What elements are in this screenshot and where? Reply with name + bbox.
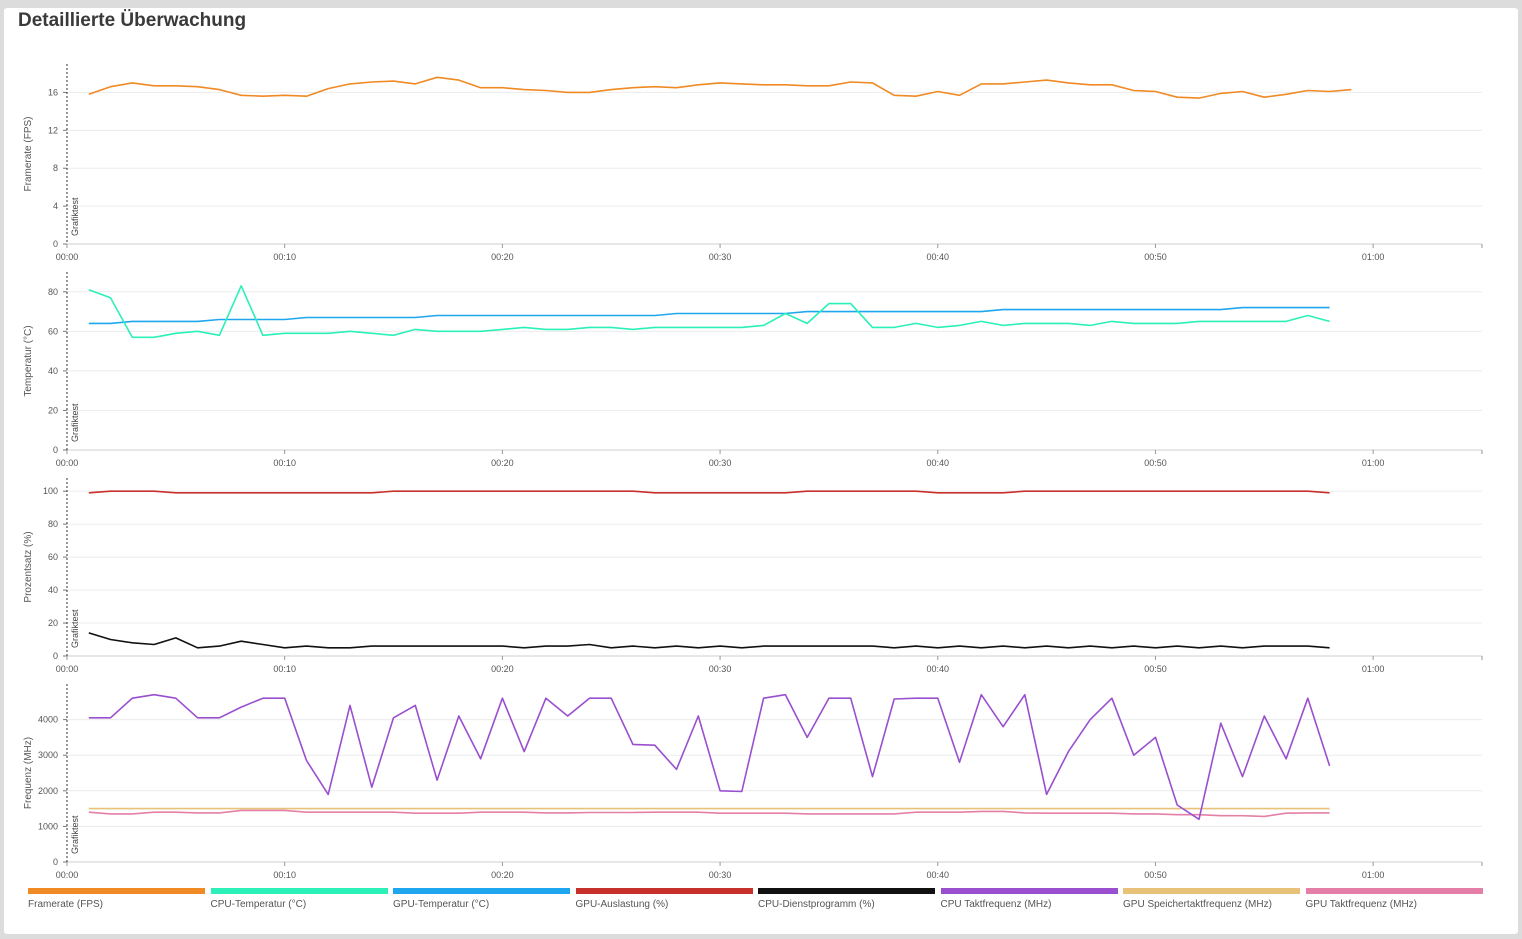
legend-label: CPU Taktfrequenz (MHz) [940, 899, 1052, 910]
x-tick-label: 00:20 [491, 870, 514, 880]
y-tick-label: 4000 [38, 715, 58, 725]
chart-3: 0 20 40 60 80 100 00:00 00:10 00:20 00:30 00:40 00:… [23, 478, 1483, 674]
y-tick-label: 20 [48, 405, 58, 415]
legend-item[interactable]: GPU-Auslastung (%) [575, 888, 753, 910]
x-tick-label: 01:00 [1362, 664, 1385, 674]
x-tick-label: 00:20 [491, 458, 514, 468]
chart-2: 0 20 40 60 80 00:00 00:10 00:20 00:30 00:40 00:50 0… [23, 272, 1483, 468]
series-gpu-auslastung [88, 490, 1330, 494]
x-tick-label: 00:50 [1144, 252, 1167, 262]
x-tick-label: 00:30 [709, 458, 732, 468]
series-cpu-dienstprogramm [88, 632, 1330, 649]
y-tick-label: 80 [48, 519, 58, 529]
y-tick-label: 4 [53, 201, 58, 211]
series-gpu-temperatur-c [88, 306, 1330, 325]
legend-label: GPU Taktfrequenz (MHz) [1305, 899, 1418, 910]
legend-label: CPU-Temperatur (°C) [210, 899, 307, 910]
series-gpu-taktfrequenz-mhz [88, 809, 1330, 818]
y-tick-label: 40 [48, 366, 58, 376]
x-tick-label: 00:50 [1144, 458, 1167, 468]
legend-item[interactable]: Framerate (FPS) [28, 888, 205, 910]
y-tick-label: 80 [48, 287, 58, 297]
series-cpu-taktfrequenz-mhz [88, 693, 1331, 821]
legend-swatch [758, 888, 935, 894]
x-tick-label: 00:40 [927, 252, 950, 262]
y-tick-label: 16 [48, 87, 58, 97]
test-marker-label: Grafiktest [70, 609, 80, 648]
test-marker-label: Grafiktest [70, 403, 80, 442]
y-tick-label: 0 [53, 651, 58, 661]
monitoring-panel [4, 8, 1518, 934]
legend-swatch [393, 888, 570, 894]
x-tick-label: 01:00 [1362, 870, 1385, 880]
legend-swatch [1305, 888, 1483, 894]
y-axis-label: Temperatur (°C) [23, 325, 34, 396]
legend-item[interactable]: GPU Speichertaktfrequenz (MHz) [1123, 888, 1300, 910]
y-tick-label: 100 [43, 486, 58, 496]
x-tick-label: 00:30 [709, 664, 732, 674]
legend-item[interactable]: GPU-Temperatur (°C) [393, 888, 570, 910]
page-title: Detaillierte Überwachung [18, 10, 247, 31]
x-tick-label: 00:00 [56, 664, 79, 674]
legend-item[interactable]: CPU-Temperatur (°C) [210, 888, 388, 910]
y-tick-label: 60 [48, 326, 58, 336]
chart-1: 0 4 8 12 16 00:00 00:10 00:20 00:30 00:40 00:50 01:… [23, 64, 1483, 262]
y-tick-label: 60 [48, 552, 58, 562]
x-tick-label: 00:30 [709, 870, 732, 880]
y-tick-label: 0 [53, 857, 58, 867]
y-tick-label: 40 [48, 585, 58, 595]
legend: Framerate (FPS) CPU-Temperatur (°C) GPU-Te… [28, 888, 1490, 918]
x-tick-label: 00:40 [927, 458, 950, 468]
x-tick-label: 00:00 [56, 252, 79, 262]
x-tick-label: 01:00 [1362, 458, 1385, 468]
x-tick-label: 00:40 [927, 664, 950, 674]
y-axis-label: Framerate (FPS) [23, 116, 34, 191]
test-marker-label: Grafiktest [70, 815, 80, 854]
y-tick-label: 8 [53, 163, 58, 173]
y-tick-label: 0 [53, 445, 58, 455]
series-cpu-temperatur-c [88, 284, 1330, 339]
legend-swatch [575, 888, 753, 894]
y-tick-label: 20 [48, 618, 58, 628]
y-tick-label: 2000 [38, 786, 58, 796]
x-tick-label: 00:10 [273, 664, 296, 674]
x-tick-label: 00:00 [56, 870, 79, 880]
x-tick-label: 00:50 [1144, 870, 1167, 880]
legend-label: Framerate (FPS) [28, 899, 104, 910]
chart-4: 0 1000 2000 3000 4000 00:00 00:10 00:20 00:30 00:… [23, 684, 1483, 880]
x-tick-label: 01:00 [1362, 252, 1385, 262]
legend-label: GPU-Auslastung (%) [575, 899, 669, 910]
x-tick-label: 00:20 [491, 664, 514, 674]
legend-item[interactable]: CPU Taktfrequenz (MHz) [940, 888, 1118, 910]
x-tick-label: 00:10 [273, 870, 296, 880]
y-tick-label: 0 [53, 239, 58, 249]
test-marker-label: Grafiktest [70, 197, 80, 236]
x-tick-label: 00:40 [927, 870, 950, 880]
legend-swatch [28, 888, 205, 894]
legend-label: CPU-Dienstprogramm (%) [758, 899, 875, 910]
x-tick-label: 00:10 [273, 252, 296, 262]
x-tick-label: 00:30 [709, 252, 732, 262]
legend-swatch [210, 888, 388, 894]
legend-item[interactable]: CPU-Dienstprogramm (%) [758, 888, 935, 910]
y-axis-label: Prozentsatz (%) [23, 531, 34, 602]
x-tick-label: 00:50 [1144, 664, 1167, 674]
legend-swatch [940, 888, 1118, 894]
series-framerate-fps [88, 76, 1352, 99]
y-axis-label: Frequenz (MHz) [23, 737, 34, 809]
y-tick-label: 3000 [38, 750, 58, 760]
y-tick-label: 1000 [38, 821, 58, 831]
legend-label: GPU Speichertaktfrequenz (MHz) [1123, 899, 1272, 910]
legend-label: GPU-Temperatur (°C) [393, 899, 490, 910]
x-tick-label: 00:20 [491, 252, 514, 262]
legend-swatch [1123, 888, 1300, 894]
legend-item[interactable]: GPU Taktfrequenz (MHz) [1305, 888, 1483, 910]
x-tick-label: 00:10 [273, 458, 296, 468]
y-tick-label: 12 [48, 125, 58, 135]
x-tick-label: 00:00 [56, 458, 79, 468]
